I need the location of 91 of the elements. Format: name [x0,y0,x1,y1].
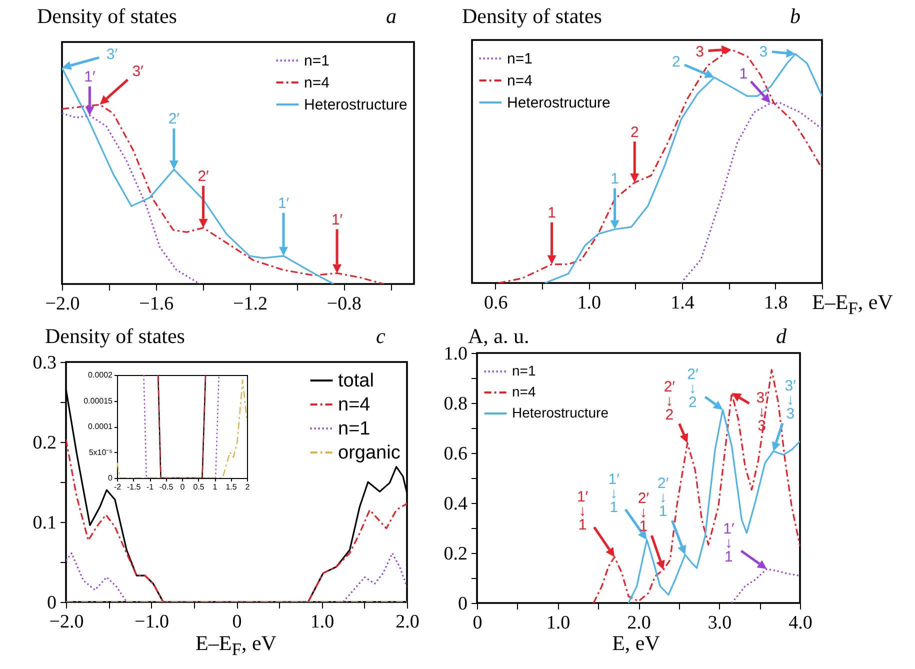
legend-label: n=4 [304,74,330,92]
legend-label: n=1 [512,362,536,378]
legend-label: n=4 [507,72,532,90]
annotation: 1′ ↓ 1 [723,520,734,566]
x-tick-label: -2 [114,482,122,492]
x-axis-title: E–E$_{F}$, eV [196,631,276,660]
annotation: 1′ ↓ 1 [608,471,620,516]
annotation: 1′ [84,68,96,86]
x-tick-label: −1.0 [134,612,169,632]
line-series [66,438,407,602]
x-axis-title: E, eV [612,631,660,655]
annotation: 3′ [132,62,144,80]
x-tick-label: 2.0 [396,612,420,632]
y-tick-label: 5x10⁻⁵ [88,448,112,457]
x-tick-label: -1.5 [126,482,142,492]
y-tick-label: 0.6 [444,444,468,464]
annotation: 2′ ↓ 1 [658,475,669,520]
legend-label: n=1 [304,52,330,70]
x-tick-label: 1.0 [546,612,570,634]
y-axis-title: A, a. u. [468,324,530,348]
y-tick-label: 0.2 [444,544,468,564]
chart-title: a [386,4,396,28]
annotation: 3 [759,43,768,60]
annotation: 1′ ↓ 1 [576,488,588,534]
y-tick-label: 0 [458,594,468,614]
x-tick-label: 0.5 [193,482,205,492]
y-tick-label: 0.0001 [88,422,114,431]
x-tick-label: 1.8 [764,292,788,314]
x-tick-label: 0 [472,612,482,634]
annotation: 2 [630,124,639,141]
y-tick-label: 0.8 [444,394,468,414]
x-tick-label: -0.5 [159,482,174,492]
annotation: 3′ ↓ 3 [784,378,796,422]
x-tick-label: -1 [146,482,154,492]
legend-label: n=1 [507,50,532,68]
x-tick-label: 2.0 [627,612,651,634]
x-tick-label: 1 [212,482,218,492]
x-tick-label: 0 [180,482,186,492]
legend-label: Heterostructure [507,94,610,112]
legend-label: Heterostructure [304,96,408,114]
legend-label: n=1 [338,418,370,440]
annotation: 2 [672,54,680,71]
annotation: 1′ [331,211,343,228]
y-tick-label: 0 [47,592,56,614]
annotation: 3′ [106,46,118,64]
y-axis-title: Density of states [462,4,602,28]
line-series [117,380,247,478]
y-tick-label: 0.0002 [88,370,114,380]
legend-label: total [338,370,374,392]
x-tick-label: −1.6 [139,294,174,314]
y-tick-label: 0.4 [444,494,468,514]
annotation: 1 [610,170,619,188]
y-axis-title: Density of states [37,4,177,28]
legend-label: n=4 [338,394,371,416]
x-tick-label: 1.4 [670,292,695,314]
annotation: 2′ ↓ 1 [638,490,650,535]
y-tick-label: 1.0 [444,344,468,364]
annotation: 1′ [278,195,290,212]
y-tick-label: 0.1 [32,512,56,534]
y-axis-title: Density of states [45,324,185,348]
x-tick-label: −1.2 [233,294,268,314]
y-tick-label: 0 [108,474,114,482]
legend-label: Heterostructure [512,404,609,420]
annotation: 1 [739,65,748,82]
chart-title: d [776,324,786,348]
x-tick-label: −0.8 [326,294,362,314]
x-tick-label: 4.0 [788,612,812,634]
y-tick-label: 0.00015 [84,396,114,406]
y-tick-label: 0.2 [32,432,56,454]
x-tick-label: 1.0 [310,612,334,632]
annotation: 3 [696,44,704,61]
x-tick-label: −2.0 [45,294,80,314]
annotation: 2′ [168,110,180,128]
x-tick-label: 3.0 [708,612,732,634]
annotation: 2′ ↓ 2 [664,378,676,424]
x-axis-title: E–E$_{F}$, eV [812,290,893,318]
chart-title: b [790,4,800,28]
x-tick-label: 0 [232,612,242,632]
legend-label: n=4 [512,384,536,400]
annotation: 2′ [198,168,210,186]
chart-title: c [376,324,386,348]
legend-label: organic [338,442,400,464]
y-tick-label: 0.3 [32,352,56,374]
annotation: 2′ ↓ 2 [687,366,698,411]
x-tick-label: 1.0 [577,292,602,314]
annotation: 1 [548,204,556,222]
line-series [66,552,407,602]
x-tick-label: −2.0 [49,612,84,632]
x-tick-label: 1.5 [226,482,238,492]
x-tick-label: 0.6 [484,292,508,314]
x-tick-label: 2 [245,482,250,492]
